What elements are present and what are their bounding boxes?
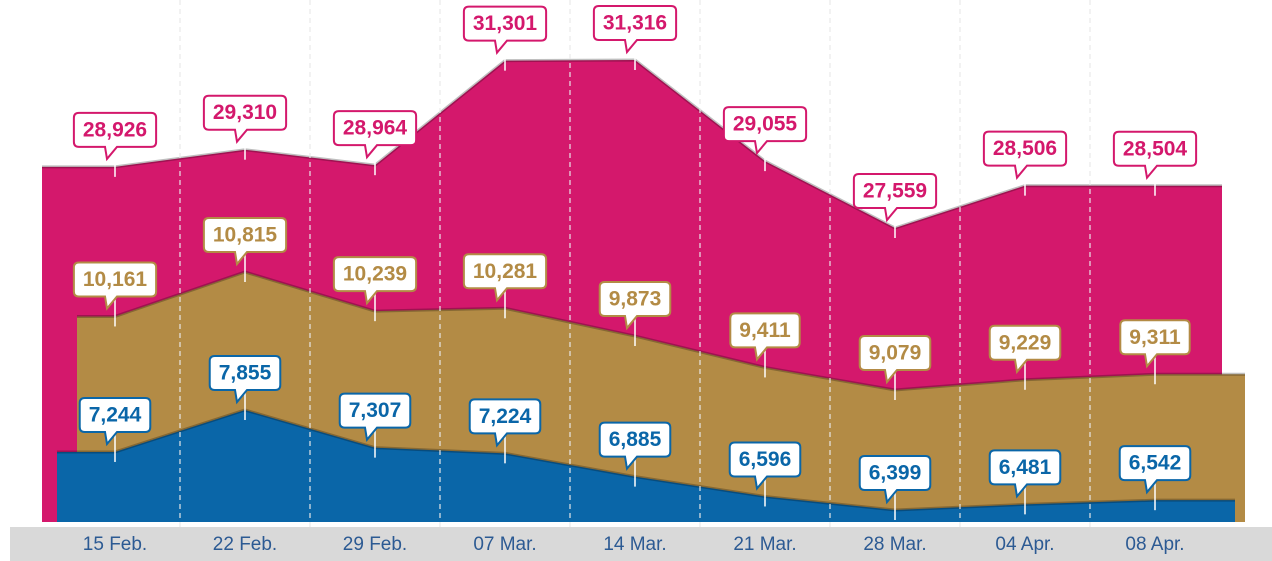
x-tick-label: 29 Feb. <box>343 534 407 555</box>
label-box <box>1119 319 1191 369</box>
value-label: 6,542 <box>1129 452 1182 475</box>
label-box <box>982 130 1068 180</box>
label-box <box>338 392 412 442</box>
label-box <box>72 111 158 162</box>
value-label: 7,224 <box>479 405 532 428</box>
value-label: 6,596 <box>739 448 792 471</box>
data-label: 7,244 <box>78 396 152 462</box>
data-label: 10,815 <box>202 217 288 282</box>
data-label: 28,926 <box>72 111 158 177</box>
label-box <box>988 449 1062 499</box>
area-extension <box>1155 500 1235 522</box>
label-box <box>592 5 678 55</box>
data-label: 6,542 <box>1118 445 1192 511</box>
label-box <box>598 281 672 331</box>
label-box <box>858 455 932 505</box>
value-label: 10,815 <box>213 224 278 247</box>
data-label: 7,855 <box>208 355 282 420</box>
value-label: 6,885 <box>609 428 662 451</box>
x-axis-band <box>10 527 1272 561</box>
label-box <box>332 256 418 306</box>
data-label: 10,161 <box>72 261 158 327</box>
data-label: 9,311 <box>1119 319 1191 385</box>
data-label: 29,055 <box>722 106 808 172</box>
data-label: 31,301 <box>462 5 548 71</box>
label-box <box>598 421 672 471</box>
label-box <box>1118 445 1192 495</box>
data-label: 6,481 <box>988 449 1062 515</box>
value-label: 7,855 <box>219 362 272 385</box>
x-tick-label: 04 Apr. <box>995 534 1054 555</box>
x-tick-label: 22 Feb. <box>213 534 277 555</box>
area-extension <box>57 451 115 522</box>
x-tick-label: 15 Feb. <box>83 534 147 555</box>
data-label: 9,873 <box>598 281 672 347</box>
data-label: 10,281 <box>462 253 548 319</box>
label-box <box>1112 130 1198 181</box>
data-label: 27,559 <box>852 173 938 238</box>
value-label: 28,926 <box>83 118 147 141</box>
value-label: 9,229 <box>999 331 1052 354</box>
label-box <box>728 441 802 491</box>
value-label: 27,559 <box>863 180 927 203</box>
value-label: 29,310 <box>213 101 277 124</box>
label-box <box>722 106 808 156</box>
value-label: 9,873 <box>609 288 662 311</box>
value-label: 9,411 <box>739 319 791 342</box>
data-label: 28,506 <box>982 130 1068 196</box>
value-label: 28,506 <box>993 137 1057 160</box>
label-box <box>72 261 158 311</box>
label-box <box>468 398 542 448</box>
x-tick-label: 14 Mar. <box>603 534 666 555</box>
label-box <box>988 324 1062 375</box>
value-label: 28,504 <box>1123 137 1188 160</box>
x-tick-label: 21 Mar. <box>733 534 796 555</box>
value-label: 9,311 <box>1129 326 1181 349</box>
data-label: 28,964 <box>332 110 418 176</box>
label-box <box>852 173 938 223</box>
label-box <box>729 312 801 362</box>
label-box <box>202 94 288 145</box>
value-label: 9,079 <box>869 342 922 365</box>
x-tick-label: 28 Mar. <box>863 534 926 555</box>
label-box <box>202 217 288 267</box>
data-label: 29,310 <box>202 94 288 160</box>
data-label: 9,079 <box>858 335 932 400</box>
data-label: 6,885 <box>598 421 672 487</box>
value-label: 31,301 <box>473 12 538 35</box>
label-box <box>858 335 932 385</box>
data-label: 31,316 <box>592 5 678 70</box>
data-label: 6,596 <box>728 441 802 507</box>
value-label: 31,316 <box>603 12 667 35</box>
value-label: 29,055 <box>733 113 798 136</box>
x-tick-label: 08 Apr. <box>1125 534 1184 555</box>
area-extension <box>1155 374 1245 522</box>
data-label: 7,307 <box>338 392 412 458</box>
value-label: 10,161 <box>83 268 148 291</box>
x-tick-label: 07 Mar. <box>473 534 536 555</box>
data-label: 10,239 <box>332 256 418 322</box>
data-label: 9,229 <box>988 324 1062 390</box>
area <box>115 410 1155 522</box>
data-label: 7,224 <box>468 398 542 464</box>
data-label: 28,504 <box>1112 130 1198 196</box>
label-box <box>208 355 282 405</box>
value-label: 10,281 <box>473 260 538 283</box>
value-label: 10,239 <box>343 263 407 286</box>
label-box <box>78 396 152 447</box>
label-box <box>462 253 548 303</box>
label-box <box>462 5 548 55</box>
value-label: 28,964 <box>343 117 408 140</box>
value-label: 6,481 <box>999 456 1052 479</box>
label-box <box>332 110 418 160</box>
value-label: 6,399 <box>869 462 922 485</box>
value-label: 7,244 <box>89 404 142 427</box>
data-label: 6,399 <box>858 455 932 520</box>
value-label: 7,307 <box>349 399 402 422</box>
data-label: 9,411 <box>729 312 801 378</box>
